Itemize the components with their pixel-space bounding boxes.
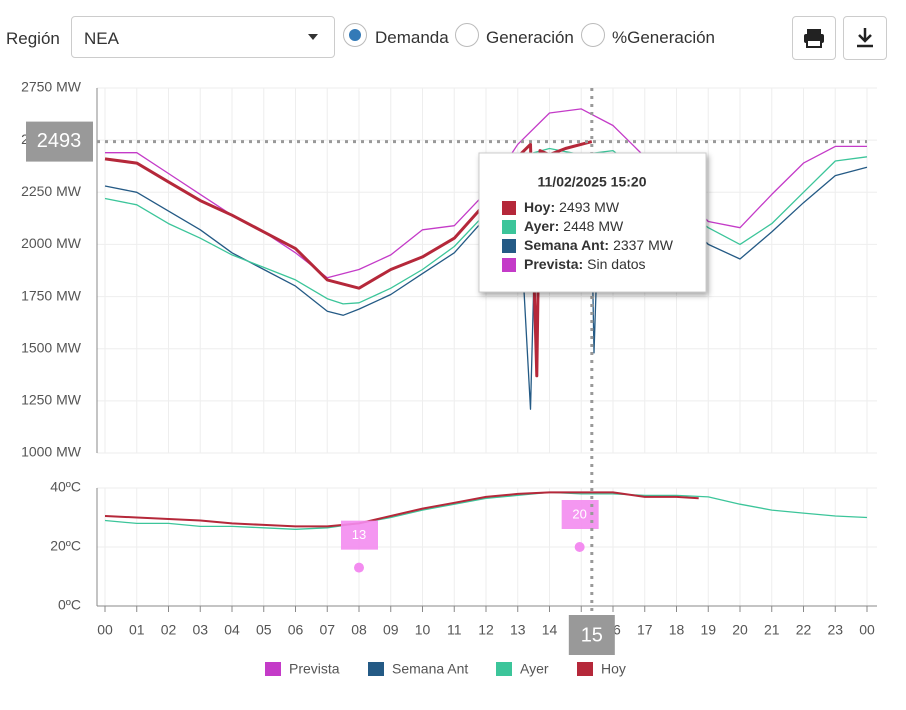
- radio-label: Generación: [486, 28, 574, 47]
- tooltip-row-value: 2448 MW: [563, 218, 624, 234]
- y-tick-label: 1250 MW: [21, 392, 82, 408]
- tooltip-swatch: [502, 239, 516, 253]
- caret: [308, 34, 318, 40]
- radio-label: %Generación: [612, 28, 716, 47]
- crosshair-x-label: 15: [581, 624, 603, 646]
- tooltip-row: Hoy: 2493 MW: [524, 199, 620, 215]
- tooltip-title: 11/02/2025 15:20: [538, 174, 647, 190]
- region-select[interactable]: NEA: [71, 16, 335, 58]
- y-tick-label: 2750 MW: [21, 79, 82, 95]
- x-tick-label: 16: [605, 622, 621, 638]
- tooltip-row-label: Hoy:: [524, 199, 555, 215]
- tooltip-swatch: [502, 201, 516, 215]
- print-button[interactable]: [792, 16, 836, 60]
- x-tick-label: 06: [288, 622, 304, 638]
- tooltip-row-value: 2493 MW: [559, 199, 620, 215]
- download-icon: [857, 28, 873, 48]
- marker-dot: [354, 562, 364, 573]
- series-line: [104, 140, 593, 378]
- x-tick-label: 13: [510, 622, 526, 638]
- y-tick-label: 1750 MW: [21, 287, 82, 303]
- x-tick-label: 18: [669, 622, 685, 638]
- x-tick-label: 20: [732, 622, 748, 638]
- tooltip-row-label: Ayer:: [524, 218, 559, 234]
- x-tick-label: 14: [542, 622, 558, 638]
- radio-label: Demanda: [375, 28, 449, 47]
- legend-label: Hoy: [601, 661, 626, 677]
- x-tick-label: 21: [764, 622, 780, 638]
- download-button[interactable]: [843, 16, 887, 60]
- x-tick-label: 07: [319, 622, 335, 638]
- x-tick-label: 05: [256, 622, 272, 638]
- legend-swatch: [265, 662, 281, 676]
- tooltip-swatch: [502, 220, 516, 234]
- legend-swatch: [368, 662, 384, 676]
- marker-dot: [574, 542, 585, 552]
- tooltip-row: Semana Ant: 2337 MW: [524, 237, 674, 253]
- tooltip-row: Prevista: Sin datos: [524, 256, 646, 272]
- marker-box: [561, 500, 599, 529]
- series-line: [104, 147, 868, 305]
- tooltip-box: [478, 152, 707, 293]
- legend-swatch: [577, 662, 593, 676]
- x-tick-label: 08: [351, 622, 367, 638]
- radio[interactable]: [581, 23, 605, 47]
- crosshair-y-box: [26, 121, 93, 162]
- x-tick-label: 19: [700, 622, 716, 638]
- series-line: [105, 108, 867, 279]
- y-tick-label: 20ºC: [50, 538, 81, 554]
- series-line: [104, 491, 868, 530]
- crosshair-y-label: 2493: [37, 130, 82, 152]
- radio-dot: [349, 29, 361, 41]
- marker-label: 20: [572, 506, 586, 521]
- tooltip-row-value: Sin datos: [587, 256, 645, 272]
- series-line: [104, 491, 699, 528]
- x-tick-label: 09: [383, 622, 399, 638]
- x-tick-label: 12: [478, 622, 494, 638]
- x-tick-label: 11: [447, 622, 462, 638]
- y-tick-label: 2250 MW: [21, 183, 82, 199]
- x-tick-label: 02: [161, 622, 177, 638]
- x-tick-label: 10: [415, 622, 431, 638]
- legend-label: Ayer: [520, 661, 549, 677]
- y-tick-label: 1500 MW: [21, 339, 82, 355]
- legend-swatch: [496, 662, 512, 676]
- x-tick-label: 15: [573, 622, 589, 638]
- radio[interactable]: [343, 23, 367, 47]
- tooltip-row: Ayer: 2448 MW: [524, 218, 624, 234]
- tooltip-swatch: [502, 258, 516, 272]
- x-tick-label: 04: [224, 622, 240, 638]
- x-tick-label: 00: [97, 622, 113, 638]
- x-tick-label: 23: [827, 622, 843, 638]
- print-icon: [804, 29, 824, 48]
- y-tick-label: 2000 MW: [21, 235, 82, 251]
- marker-box: [341, 520, 378, 550]
- x-tick-label: 22: [796, 622, 812, 638]
- series-line: [104, 156, 868, 410]
- y-tick-label: 0ºC: [58, 597, 81, 613]
- legend-label: Semana Ant: [392, 661, 468, 677]
- legend-label: Prevista: [289, 661, 340, 677]
- tooltip-row-label: Semana Ant:: [524, 237, 609, 253]
- x-tick-label: 17: [637, 622, 653, 638]
- crosshair-x-box: [568, 615, 615, 655]
- region-value: NEA: [84, 29, 119, 48]
- y-tick-label: 2500 MW: [21, 131, 82, 147]
- y-tick-label: 1000 MW: [21, 444, 82, 460]
- x-tick-label: 00: [859, 622, 875, 638]
- radio[interactable]: [455, 23, 479, 47]
- tooltip-row-value: 2337 MW: [613, 237, 674, 253]
- y-tick-label: 40ºC: [50, 479, 81, 495]
- tooltip-row-label: Prevista:: [524, 256, 583, 272]
- marker-label: 13: [352, 527, 366, 542]
- region-label: Región: [6, 29, 60, 48]
- x-tick-label: 03: [192, 622, 208, 638]
- x-tick-label: 01: [129, 622, 145, 638]
